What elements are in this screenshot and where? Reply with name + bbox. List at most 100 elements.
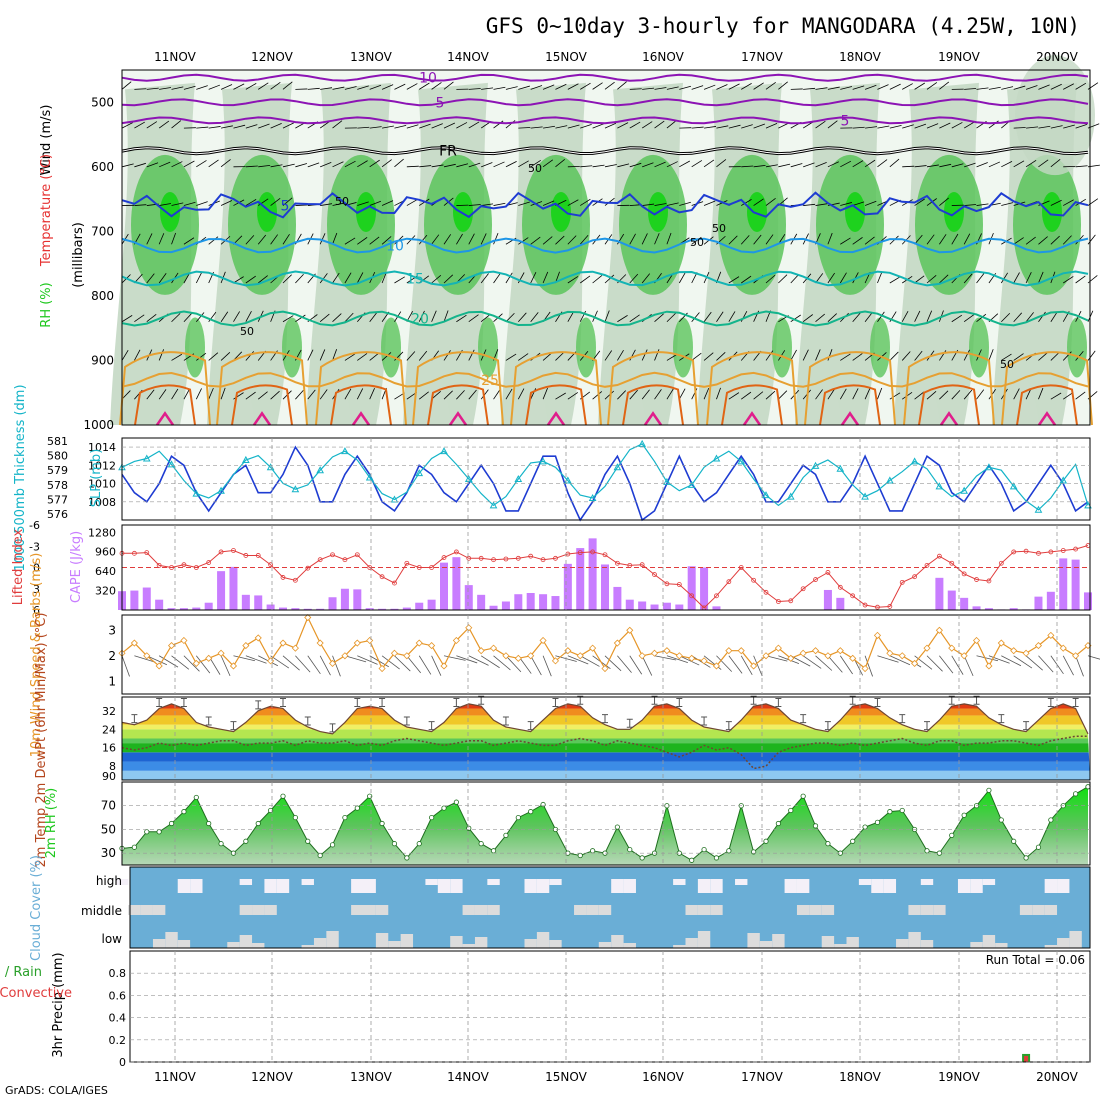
- rh2m-point: [1035, 844, 1042, 850]
- isotherm-35-arc: [155, 411, 175, 426]
- cloud-layer-label: low: [102, 932, 123, 946]
- cloud-high-cell: [524, 879, 537, 893]
- wind-barb: [443, 163, 456, 168]
- wind-speed-point: [328, 659, 337, 667]
- wind-barb: [208, 159, 219, 168]
- wind-barb: [951, 314, 963, 323]
- isotherm-35-arc: [643, 411, 663, 426]
- wind-speed-point: [477, 647, 485, 655]
- minmax-whisker: [280, 698, 286, 708]
- isotherm-label: 15: [406, 271, 424, 287]
- wind-barb: [666, 120, 677, 129]
- wind-barb: [183, 85, 196, 90]
- wind-barb: [158, 349, 165, 361]
- lifted-index-point: [738, 565, 744, 570]
- thickness-point: [1059, 476, 1068, 484]
- cloud-low-cell: [834, 944, 847, 948]
- wind-barb: [765, 164, 778, 168]
- wind-barb: [926, 164, 939, 168]
- cloud-mid-cell: [809, 905, 822, 915]
- wind-speed-point: [774, 644, 782, 652]
- cape-bar: [960, 597, 969, 610]
- rh2m-point: [354, 805, 360, 811]
- rh-low-core: [381, 317, 401, 378]
- chart-title: GFS 0~10day 3-hourly for MANGODARA (4.25…: [486, 14, 1080, 38]
- wind-barb-10m: [864, 655, 873, 677]
- wind-barb: [852, 388, 859, 400]
- wind-barb: [678, 272, 686, 284]
- cape-bar: [192, 607, 201, 610]
- rh2m-point: [577, 852, 583, 859]
- wind-barb: [840, 160, 852, 168]
- wind-barb-10m: [344, 655, 367, 663]
- wind-barb: [418, 275, 430, 284]
- wind-barb: [567, 199, 579, 206]
- cape-ylabel: CAPE (J/kg): [69, 531, 84, 603]
- cloud-low-cell: [1069, 931, 1082, 948]
- wind-barb: [852, 160, 864, 168]
- wind-barb: [1038, 125, 1051, 129]
- wind-barb: [963, 121, 975, 129]
- wind-barb: [654, 203, 667, 206]
- wind-barb: [1038, 159, 1049, 168]
- wind-barb: [1000, 272, 1009, 284]
- minmax-whisker: [676, 698, 683, 708]
- wind-barb: [369, 352, 380, 361]
- wind-barb: [703, 311, 712, 322]
- rh2m-point: [193, 794, 199, 801]
- panel-frame: [129, 950, 1091, 1063]
- minmax-whisker: [304, 716, 311, 726]
- rh2m-point: [701, 846, 707, 853]
- wind-barb: [741, 83, 752, 90]
- minmax-whisker: [651, 695, 658, 705]
- wind-barb: [220, 311, 229, 322]
- wind-barb: [245, 124, 258, 129]
- rh2m-point: [453, 799, 459, 805]
- rh-dry-pocket: [1092, 403, 1100, 425]
- wind-barb: [864, 84, 877, 90]
- lifted-index-point: [577, 550, 583, 556]
- wind-barb: [1063, 276, 1074, 284]
- wind-barb: [976, 162, 988, 168]
- wind-barb: [691, 160, 703, 168]
- wind-barb: [443, 122, 456, 129]
- lifted-index-point: [590, 549, 596, 555]
- wind-barb: [1001, 202, 1014, 206]
- lifted-index-point: [714, 593, 719, 599]
- upper-ytick: 600: [91, 160, 114, 174]
- cloud-high-cell: [351, 879, 364, 893]
- wind-barb: [134, 88, 147, 90]
- isotherm-line: [121, 191, 1089, 219]
- lifted-index-point: [800, 586, 806, 592]
- rh-low-core: [969, 317, 989, 378]
- rh2m-point: [466, 825, 472, 831]
- wind-barb: [295, 389, 304, 400]
- cloud-high-cell: [920, 879, 934, 885]
- lifted-index-point: [429, 565, 435, 570]
- wind-barb: [988, 161, 1001, 168]
- cloud-low-cell: [227, 942, 240, 948]
- wind-barb-10m: [542, 655, 552, 677]
- lifted-index-point: [131, 550, 137, 556]
- wind-barb: [245, 235, 255, 245]
- upper-ylabel: RH (%): [39, 282, 54, 327]
- upper-ytick: 1000: [83, 418, 114, 432]
- wind-barb: [468, 314, 479, 323]
- wind-barb: [1063, 392, 1074, 400]
- cloud-low-cell: [685, 938, 698, 948]
- rh-low-core: [673, 317, 693, 378]
- wind-barb: [493, 389, 501, 400]
- cape-bar: [266, 604, 275, 610]
- wind-barb: [839, 388, 847, 400]
- wind-barb: [1013, 312, 1023, 322]
- wind-speed-point: [539, 636, 547, 645]
- wind-barb: [951, 233, 959, 245]
- wind-speed-point: [811, 647, 820, 655]
- wind-barb: [877, 311, 885, 322]
- rh2m-tick: 70: [101, 799, 116, 813]
- wind-barb: [121, 122, 133, 129]
- rh2m-tick: 50: [101, 822, 116, 836]
- wind-barb: [196, 312, 205, 322]
- date-label-top: 19NOV: [938, 50, 980, 64]
- lifted-index-point: [416, 565, 422, 570]
